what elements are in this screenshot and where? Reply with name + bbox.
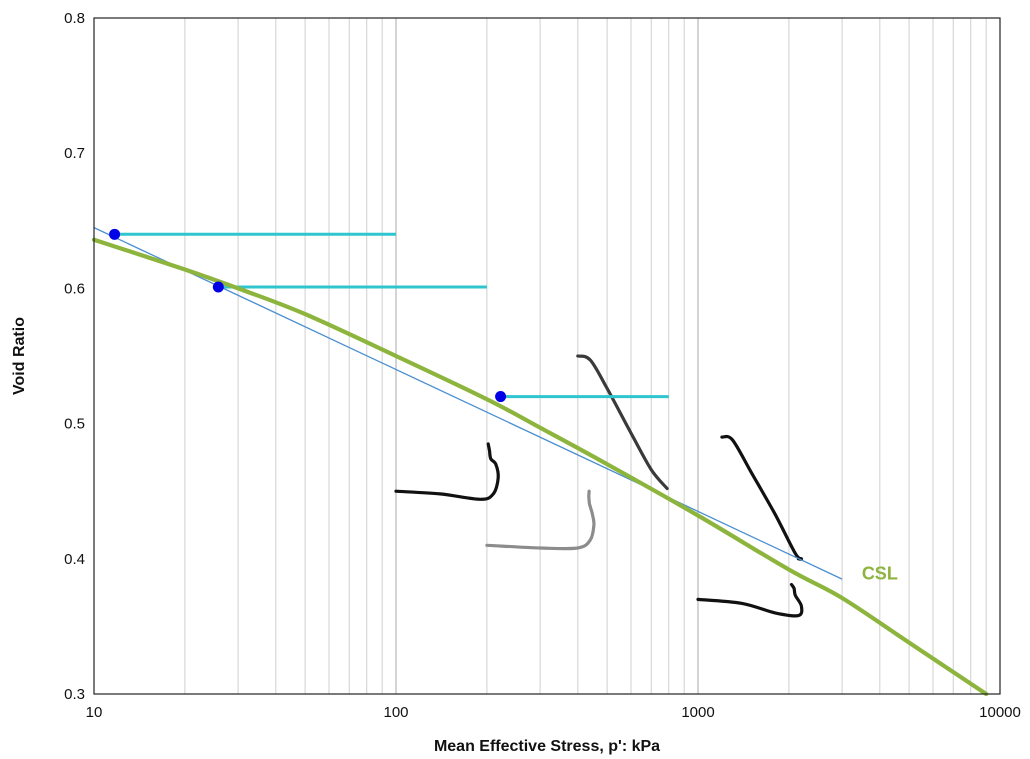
x-tick-label: 10000 [979,704,1021,721]
y-tick-label: 0.5 [64,416,85,433]
initial-point-2 [212,281,224,293]
y-tick-label: 0.3 [64,686,85,703]
x-tick-label: 100 [383,704,408,721]
y-tick-label: 0.7 [64,145,85,162]
tick-labels: 10 100 1000 10000 0.3 0.4 0.5 0.6 0.7 0.8 [64,10,1021,721]
initial-point-1 [109,228,121,240]
y-tick-label: 0.4 [64,551,85,568]
fit-line [93,227,843,580]
y-tick-label: 0.6 [64,280,85,297]
test-path-5 [696,582,804,618]
x-tick-label: 1000 [681,704,714,721]
plot-frame [93,17,1001,695]
test-path-1 [394,442,500,501]
x-axis-title: Mean Effective Stress, p': kPa [434,738,660,755]
test-path-3 [576,354,669,491]
initial-point-3 [495,391,507,403]
test-path-4 [720,434,804,561]
csl-annotation: CSL [862,564,898,584]
series-layer [91,227,989,697]
csl-curve [91,237,989,697]
y-axis-title: Void Ratio [11,317,28,395]
test-path-2 [485,489,596,551]
grid [184,18,987,694]
y-tick-label: 0.8 [64,10,85,27]
x-tick-label: 10 [86,704,103,721]
